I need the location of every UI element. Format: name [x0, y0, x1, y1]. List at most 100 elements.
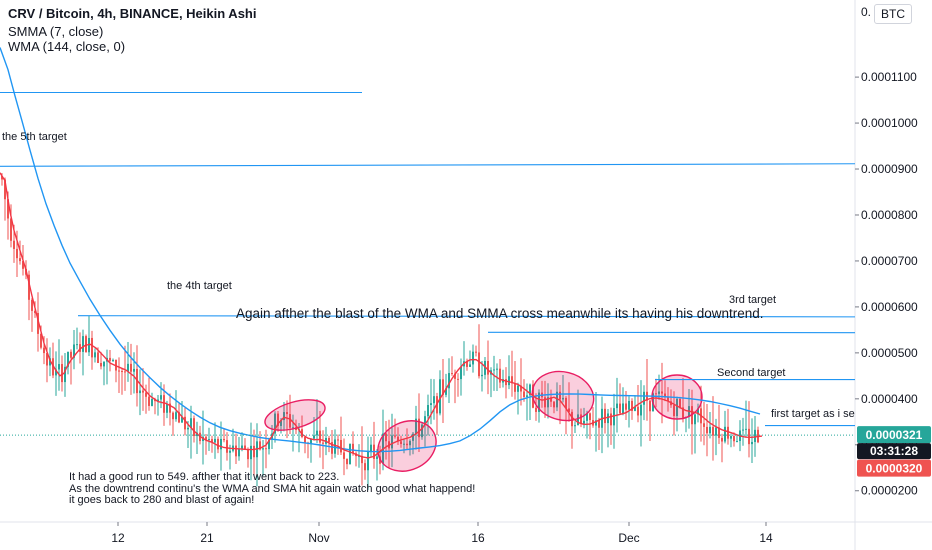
y-tick-label-6: 0.0000800 [861, 208, 918, 222]
candle-body [661, 391, 663, 394]
candle-body [313, 435, 315, 439]
candle-body [67, 351, 69, 367]
legend-smma[interactable]: SMMA (7, close) [8, 24, 104, 39]
price-tags: 0.0000321 03:31:28 0.0000320 [0, 426, 931, 477]
candle-body [76, 344, 78, 346]
candle-body [64, 366, 66, 383]
candle-body [121, 371, 123, 373]
candle-body [715, 427, 717, 436]
candle-body [214, 438, 216, 443]
candle-body [142, 390, 144, 393]
candle-body [286, 412, 288, 415]
candle-body [418, 418, 420, 438]
candle-body [706, 426, 708, 434]
candle-body [424, 416, 426, 425]
candle-body [412, 433, 414, 441]
candle-body [145, 392, 147, 397]
candle-body [631, 400, 633, 411]
candle-body [673, 405, 675, 417]
candle-body [85, 336, 87, 353]
legend-wma[interactable]: WMA (144, close, 0) [8, 39, 126, 54]
candle-body [415, 418, 417, 434]
candle-body [139, 390, 141, 394]
y-tick-label-top: 0. [861, 5, 871, 19]
candle-body [337, 439, 339, 441]
candle-body [742, 429, 744, 431]
candle-body [622, 403, 624, 414]
candle-body [664, 393, 666, 398]
candle-body [277, 413, 279, 426]
candle-body [484, 361, 486, 375]
trendline-0[interactable] [0, 163, 856, 167]
highlight-ellipse-3[interactable] [527, 365, 599, 427]
candle-body [370, 444, 372, 452]
candle-body [523, 391, 525, 397]
candle-body [430, 403, 432, 405]
candle-body [481, 374, 483, 377]
candle-body [22, 261, 24, 269]
candle-body [394, 435, 396, 437]
candle-body [235, 445, 237, 457]
candle-body [100, 363, 102, 367]
candle-body [745, 428, 747, 430]
candle-body [55, 369, 57, 376]
candle-body [595, 420, 597, 426]
candle-body [538, 392, 540, 412]
candle-body [550, 397, 552, 402]
candle-body [253, 445, 255, 458]
candle-body [721, 437, 723, 442]
candle-body [667, 397, 669, 402]
candle-body [475, 351, 477, 353]
candle-body [13, 240, 15, 249]
highlight-ellipse-2[interactable] [370, 412, 445, 481]
indicator-lines [0, 47, 763, 459]
candle-body [109, 357, 111, 361]
candle-body [613, 408, 615, 426]
candle-body [733, 436, 735, 442]
candle-body [349, 443, 351, 465]
candle-body [103, 361, 105, 367]
axes: 0.00002000.00003000.00004000.00005000.00… [111, 5, 918, 545]
candle-body [421, 424, 423, 438]
candle-body [28, 274, 30, 300]
candle-body [562, 397, 564, 400]
smma-line[interactable] [0, 172, 763, 459]
candle-body [4, 179, 6, 200]
legend-title: CRV / Bitcoin, 4h, BINANCE, Heikin Ashi [8, 6, 257, 21]
highlight-ellipses [262, 365, 703, 481]
y-tick-label-0: 0.0000200 [861, 484, 918, 498]
candle-body [172, 412, 174, 420]
highlight-ellipse-1[interactable] [262, 394, 329, 436]
candle-body [346, 458, 348, 465]
wma-line[interactable] [0, 47, 761, 453]
x-tick-label-1: 21 [200, 531, 214, 545]
candle-body [478, 352, 480, 377]
candle-body [751, 441, 753, 445]
currency-badge[interactable]: BTC [874, 4, 912, 24]
candle-body [319, 430, 321, 443]
candle-body [181, 416, 183, 423]
target-label-2: 3rd target [729, 294, 776, 306]
candle-body [340, 439, 342, 453]
candle-body [544, 397, 546, 408]
candle-body [157, 399, 159, 402]
candle-body [403, 443, 405, 445]
candle-body [640, 404, 642, 416]
candle-body [520, 385, 522, 392]
candle-body [571, 411, 573, 427]
candle-body [43, 347, 45, 354]
candle-body [505, 379, 507, 386]
candle-body [1, 176, 3, 180]
candle-body [184, 416, 186, 430]
candle-body [643, 391, 645, 405]
countdown-tag-bg [857, 443, 931, 460]
countdown-tag: 03:31:28 [870, 444, 918, 458]
candle-body [748, 428, 750, 445]
candle-body [457, 378, 459, 380]
trendline-1[interactable] [77, 315, 856, 318]
candle-body [262, 448, 264, 450]
candle-body [148, 396, 150, 406]
candle-body [460, 366, 462, 380]
candle-body [367, 451, 369, 471]
